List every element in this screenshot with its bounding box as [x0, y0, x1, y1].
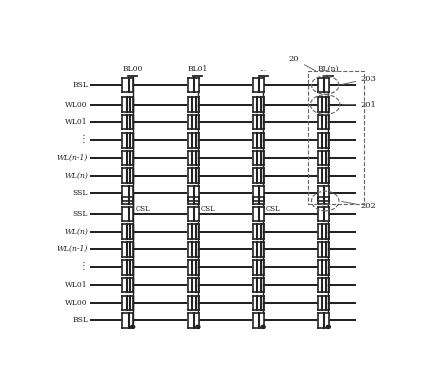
Bar	[122, 114, 133, 130]
Circle shape	[261, 325, 265, 328]
Bar	[252, 206, 264, 222]
Text: WL(n): WL(n)	[64, 228, 88, 236]
Text: 20: 20	[289, 55, 315, 71]
Bar	[252, 260, 264, 275]
Bar	[318, 224, 329, 239]
Text: WL(n): WL(n)	[64, 172, 88, 180]
Bar	[187, 278, 199, 293]
Bar	[318, 168, 329, 183]
Bar	[122, 278, 133, 293]
Bar	[122, 260, 133, 275]
Text: CSL: CSL	[201, 205, 215, 213]
Text: WL00: WL00	[66, 299, 88, 307]
Text: 202: 202	[342, 202, 377, 210]
Bar	[122, 206, 133, 222]
Bar	[318, 295, 329, 310]
Text: ⋮: ⋮	[78, 261, 88, 271]
Bar	[318, 77, 329, 93]
Text: 201: 201	[343, 101, 377, 108]
Text: ...: ...	[260, 65, 267, 73]
Bar	[122, 97, 133, 112]
Bar	[252, 295, 264, 310]
Bar	[318, 114, 329, 130]
Bar	[122, 242, 133, 257]
Bar	[318, 260, 329, 275]
Bar	[187, 97, 199, 112]
Text: BL01: BL01	[188, 65, 208, 73]
Bar	[252, 133, 264, 148]
Text: BL00: BL00	[122, 65, 143, 73]
Bar	[252, 224, 264, 239]
Text: CSL: CSL	[136, 205, 150, 213]
Circle shape	[131, 325, 135, 328]
Bar	[122, 313, 133, 328]
Text: BSL: BSL	[72, 81, 88, 89]
Bar	[122, 133, 133, 148]
Bar	[318, 97, 329, 112]
Bar	[252, 114, 264, 130]
Bar	[187, 186, 199, 201]
Bar	[122, 197, 133, 204]
Text: BSL: BSL	[72, 316, 88, 324]
Text: WL01: WL01	[66, 118, 88, 126]
Bar	[122, 295, 133, 310]
Bar	[187, 260, 199, 275]
Bar	[187, 114, 199, 130]
Text: CSL: CSL	[266, 205, 280, 213]
Text: WL(n-1): WL(n-1)	[57, 245, 88, 253]
Bar	[252, 197, 264, 204]
Bar	[122, 168, 133, 183]
Bar	[318, 150, 329, 166]
Bar	[252, 186, 264, 201]
Bar	[318, 133, 329, 148]
Bar	[187, 295, 199, 310]
Text: SSL: SSL	[73, 210, 88, 218]
Bar	[318, 186, 329, 201]
Bar	[318, 206, 329, 222]
Text: WL(n-1): WL(n-1)	[57, 154, 88, 162]
Text: SSL: SSL	[73, 189, 88, 197]
Bar	[122, 150, 133, 166]
Bar	[187, 242, 199, 257]
Circle shape	[326, 325, 330, 328]
Text: WL00: WL00	[66, 101, 88, 108]
Bar	[252, 242, 264, 257]
Bar	[122, 224, 133, 239]
Bar	[187, 133, 199, 148]
Text: ⋮: ⋮	[78, 134, 88, 144]
Bar	[252, 77, 264, 93]
Bar	[318, 197, 329, 204]
Bar	[187, 197, 198, 204]
Bar	[187, 168, 199, 183]
Bar	[318, 278, 329, 293]
Bar	[252, 150, 264, 166]
Bar	[122, 77, 133, 93]
Bar	[252, 313, 264, 328]
Bar	[187, 206, 199, 222]
Text: WL01: WL01	[66, 281, 88, 289]
Text: BL(n): BL(n)	[318, 65, 339, 73]
Bar	[187, 77, 199, 93]
Bar	[122, 186, 133, 201]
Circle shape	[196, 325, 200, 328]
Bar	[252, 278, 264, 293]
Text: 203: 203	[342, 74, 377, 85]
Bar	[318, 242, 329, 257]
Bar	[252, 97, 264, 112]
Bar	[252, 168, 264, 183]
Bar	[187, 150, 199, 166]
Bar	[187, 313, 199, 328]
Bar	[318, 313, 329, 328]
Bar	[308, 71, 365, 205]
Bar	[187, 224, 199, 239]
